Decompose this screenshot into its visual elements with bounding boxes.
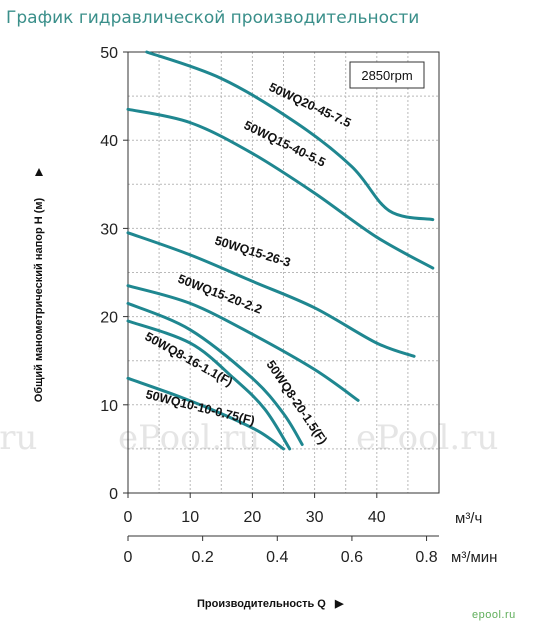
y-tick-label: 50 xyxy=(100,45,118,62)
x-tick-label: 0 xyxy=(124,509,133,526)
y-tick-label: 40 xyxy=(100,133,118,150)
series-line-5 xyxy=(126,301,304,446)
x2-tick-label: 0.4 xyxy=(266,549,288,566)
y-tick-label: 30 xyxy=(100,221,118,238)
x-tick-label: 30 xyxy=(306,509,324,526)
series-line-6 xyxy=(126,319,292,451)
y-tick-label: 20 xyxy=(100,310,118,327)
y-tick-label: 10 xyxy=(100,398,118,415)
x-axis-label: Производительность Q ▶ xyxy=(197,597,343,610)
rpm-box xyxy=(349,61,425,89)
series-line-2 xyxy=(126,107,435,270)
x-axis-label-text: Производительность Q xyxy=(197,598,326,610)
x2-unit-label: м³/мин xyxy=(451,549,497,566)
watermark-right: ePool.ru xyxy=(356,418,499,458)
watermark-left: ePool.ru xyxy=(0,418,38,458)
x2-tick-label: 0 xyxy=(124,549,133,566)
x-tick-label: 10 xyxy=(181,509,199,526)
x-unit-label: м³/ч xyxy=(455,510,482,527)
plot-frame xyxy=(127,51,440,494)
watermark-center: ePool.ru xyxy=(118,418,261,458)
series-line-7 xyxy=(126,376,285,451)
x2-tick-label: 0.2 xyxy=(192,549,214,566)
series-line-1 xyxy=(145,50,435,222)
series-label-7: 50WQ10-10-0.75(F) xyxy=(144,387,256,428)
x-tick-label: 40 xyxy=(368,509,386,526)
x2-tick-label: 0.8 xyxy=(415,549,437,566)
series-label-1: 50WQ20-45-7.5 xyxy=(267,80,354,130)
page-title: График гидравлической производительности xyxy=(6,8,420,28)
series-line-3 xyxy=(126,231,416,358)
brand-logo: epool.ru xyxy=(472,609,516,621)
y-tick-label: 0 xyxy=(109,486,118,503)
y-axis-arrow-icon xyxy=(35,168,43,176)
x2-tick-label: 0.6 xyxy=(341,549,363,566)
series-label-6: 50WQ8-16-1.1(F) xyxy=(143,329,235,389)
x-tick-label: 20 xyxy=(244,509,262,526)
y-axis-label: Общий манометрический напор H (м) xyxy=(33,197,45,403)
rpm-label: 2850rpm xyxy=(361,68,412,83)
x-axis-arrow-icon: ▶ xyxy=(334,598,344,610)
series-line-4 xyxy=(126,284,360,402)
series-label-4: 50WQ15-20-2.2 xyxy=(176,272,264,317)
